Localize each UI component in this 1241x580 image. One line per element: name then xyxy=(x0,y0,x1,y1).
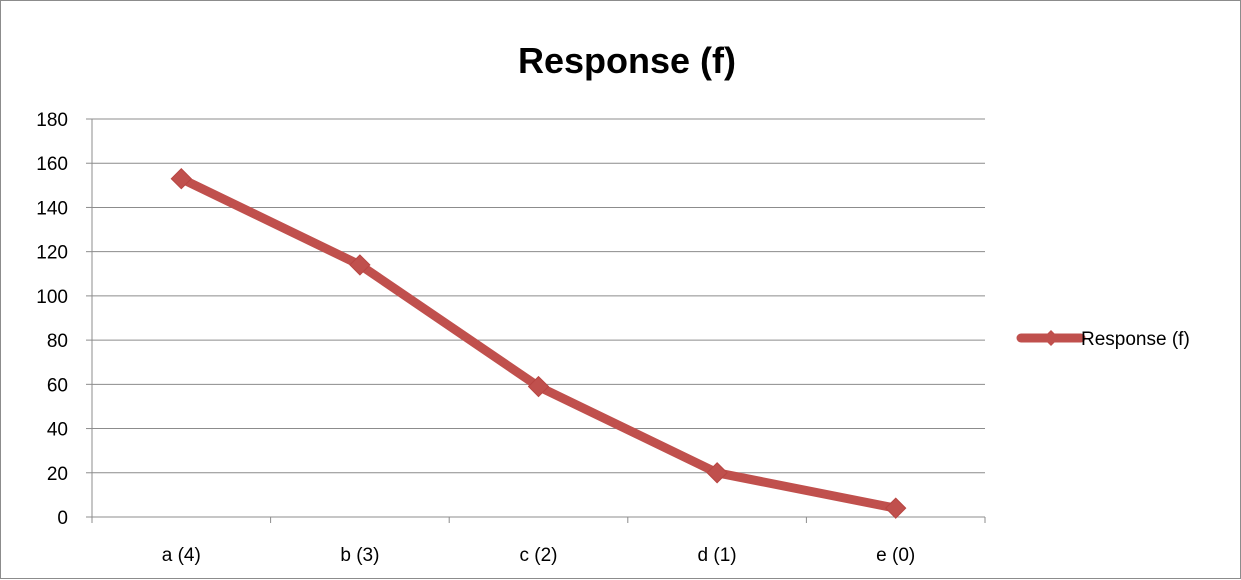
y-tick-label: 160 xyxy=(36,154,68,175)
chart-title: Response (f) xyxy=(518,40,736,81)
legend-label: Response (f) xyxy=(1081,329,1190,350)
data-point-marker xyxy=(170,167,193,190)
gridlines xyxy=(92,118,985,474)
y-tick-label: 40 xyxy=(47,420,68,441)
y-tick-label: 20 xyxy=(47,464,68,485)
y-tick-labels: 0 20 40 60 80 100 120 140 160 180 xyxy=(36,110,68,529)
y-tick-label: 180 xyxy=(36,110,68,131)
x-tick-label: e (0) xyxy=(876,545,915,566)
data-point-marker xyxy=(706,462,728,484)
x-tick-label: a (4) xyxy=(162,545,201,566)
data-point-marker xyxy=(349,254,371,276)
series-layer xyxy=(170,167,907,519)
y-tick-label: 80 xyxy=(47,331,68,352)
legend-marker xyxy=(1043,330,1059,346)
x-tick-label: d (1) xyxy=(698,545,737,566)
data-point-marker xyxy=(884,497,907,519)
x-tick-label: c (2) xyxy=(520,545,558,566)
x-tick-label: b (3) xyxy=(340,545,379,566)
y-tick-label: 0 xyxy=(57,508,68,529)
x-tick-labels: a (4) b (3) c (2) d (1) e (0) xyxy=(162,545,915,566)
axes xyxy=(86,118,986,523)
y-tick-label: 100 xyxy=(36,287,68,308)
legend: Response (f) xyxy=(1016,329,1190,350)
y-tick-label: 60 xyxy=(47,375,68,396)
y-tick-label: 120 xyxy=(36,243,68,264)
series-line xyxy=(176,174,901,513)
data-point-marker xyxy=(527,375,550,398)
y-tick-label: 140 xyxy=(36,198,68,219)
